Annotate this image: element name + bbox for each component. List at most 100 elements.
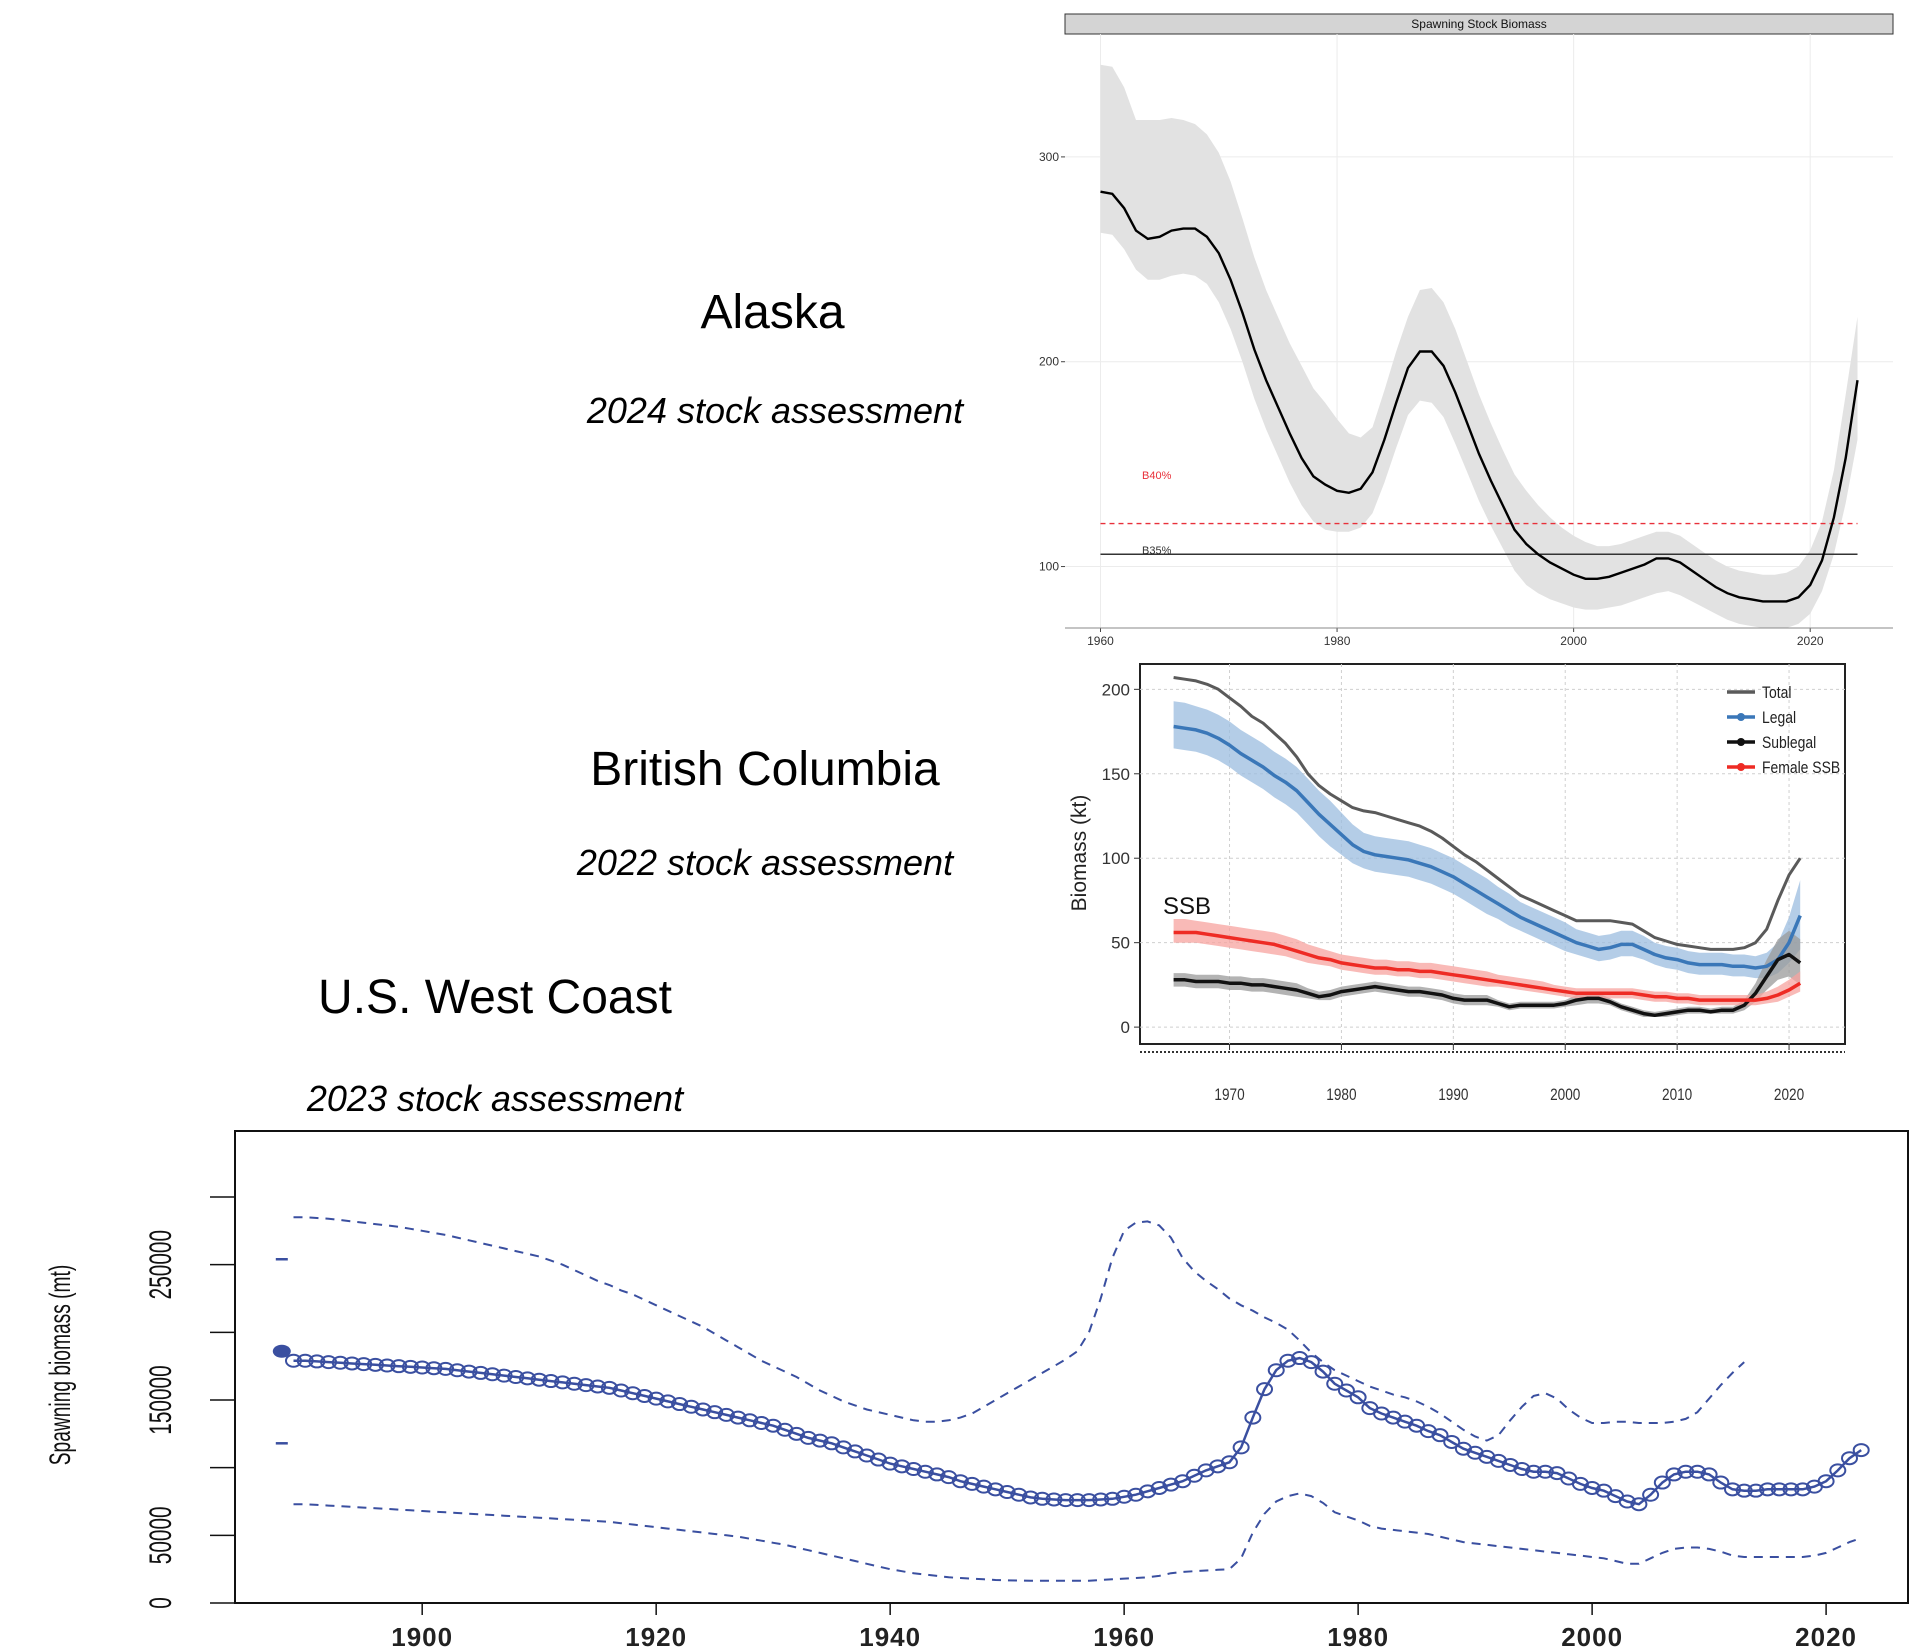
- wc-ssb-point: [1139, 1484, 1157, 1499]
- wc-ssb-point: [1490, 1453, 1508, 1468]
- wc-ssb-point: [986, 1482, 1004, 1497]
- wc-ssb-point: [1571, 1476, 1589, 1491]
- wc-ssb-point: [530, 1372, 548, 1387]
- bc-legend-label: Legal: [1762, 709, 1796, 728]
- wc-ssb-point: [1560, 1471, 1578, 1486]
- wc-ssb-point: [343, 1356, 361, 1371]
- wc-ssb-point: [320, 1355, 338, 1370]
- wc-subtitle: 2023 stock assessment: [306, 1078, 684, 1119]
- wc-ssb-point: [600, 1380, 618, 1395]
- wc-ssb-point: [1127, 1487, 1145, 1502]
- wc-ssb-point: [460, 1364, 478, 1379]
- wc-ssb-point: [624, 1386, 642, 1401]
- wc-ssb-point: [788, 1426, 806, 1441]
- bc-x-tick-label: 1990: [1438, 1086, 1468, 1105]
- bc-y-tick-label: 0: [1121, 1018, 1130, 1037]
- wc-ssb-point: [1454, 1441, 1472, 1456]
- wc-ssb-point: [764, 1418, 782, 1433]
- bc-legend-marker: [1737, 763, 1745, 771]
- wc-ssb-point: [951, 1474, 969, 1489]
- wc-ssb-point: [1197, 1463, 1215, 1478]
- wc-ssb-point: [1747, 1483, 1765, 1498]
- bc-x-tick-label: 2000: [1550, 1086, 1580, 1105]
- wc-ssb-point: [1548, 1466, 1566, 1481]
- wc-ssb-point: [542, 1374, 560, 1389]
- alaska-chart-title: Spawning Stock Biomass: [1411, 17, 1546, 31]
- wc-ssb-point: [1408, 1418, 1426, 1433]
- wc-ssb-point: [507, 1369, 525, 1384]
- wc-ssb-point: [1653, 1475, 1671, 1490]
- wc-ssb-point: [1852, 1443, 1870, 1458]
- wc-ssb-point: [331, 1355, 349, 1370]
- wc-ssb-point: [823, 1436, 841, 1451]
- wc-ssb-point: [1805, 1479, 1823, 1494]
- wc-ssb-point: [1361, 1401, 1379, 1416]
- bc-title: British Columbia: [590, 743, 940, 796]
- alaska-y-tick-label: 300: [1039, 150, 1059, 164]
- wc-ssb-point: [729, 1410, 747, 1425]
- wc-ssb-point: [741, 1413, 759, 1428]
- wc-ssb-point: [893, 1459, 911, 1474]
- wc-ssb-point: [425, 1361, 443, 1376]
- wc-ssb-point: [1080, 1493, 1098, 1508]
- wc-ssb-point: [483, 1367, 501, 1382]
- wc-ssb-point: [1244, 1410, 1262, 1425]
- wc-ssb-point: [1419, 1424, 1437, 1439]
- bc-legend-marker: [1737, 738, 1745, 746]
- wc-ssb-point: [1794, 1482, 1812, 1497]
- wc-ssb-point: [1068, 1493, 1086, 1508]
- wc-ssb-point: [589, 1379, 607, 1394]
- alaska-x-tick-label: 2000: [1560, 634, 1587, 648]
- wc-ssb-point: [355, 1357, 373, 1372]
- wc-ssb-point: [647, 1391, 665, 1406]
- wc-ssb-point: [366, 1357, 384, 1372]
- wc-ssb-point: [577, 1378, 595, 1393]
- wc-ssb-point: [717, 1407, 735, 1422]
- wc-ssb-point: [1595, 1483, 1613, 1498]
- wc-ssb-point: [998, 1485, 1016, 1500]
- wc-ssb-point: [1022, 1490, 1040, 1505]
- alaska-y-tick-label: 200: [1039, 355, 1059, 369]
- wc-ssb-point: [1185, 1468, 1203, 1483]
- wc-ssb-point: [1443, 1434, 1461, 1449]
- wc-ssb-point: [1010, 1487, 1028, 1502]
- wc-ssb-point: [448, 1363, 466, 1378]
- wc-ssb-point: [682, 1399, 700, 1414]
- wc-ssb-point: [869, 1452, 887, 1467]
- wc-ssb-point: [1314, 1364, 1332, 1379]
- wc-ssb-point: [846, 1444, 864, 1459]
- wc-ssb-point: [1384, 1410, 1402, 1425]
- wc-ssb-point: [1209, 1459, 1227, 1474]
- wc-ssb-point: [565, 1376, 583, 1391]
- wc-ssb-point: [975, 1479, 993, 1494]
- wc-ssb-point: [858, 1448, 876, 1463]
- wc-ssb-point: [776, 1422, 794, 1437]
- bc-y-tick-label: 100: [1102, 849, 1130, 868]
- wc-ssb-point: [1115, 1489, 1133, 1504]
- wc-upper-ci-line: [293, 1216, 1745, 1442]
- wc-ssb-point: [1150, 1480, 1168, 1495]
- wc-title: U.S. West Coast: [318, 971, 672, 1024]
- wc-ssb-point: [671, 1397, 689, 1412]
- wc-y-tick-label: 250000: [143, 1230, 178, 1299]
- wc-ssb-point: [635, 1388, 653, 1403]
- wc-ssb-point: [1712, 1475, 1730, 1490]
- wc-ssb-point: [799, 1430, 817, 1445]
- wc-y-tick-label: 50000: [143, 1506, 178, 1564]
- wc-ssb-point: [752, 1416, 770, 1431]
- wc-x-tick-label: 1960: [1093, 1622, 1155, 1652]
- wc-ssb-point: [1501, 1457, 1519, 1472]
- wc-ssb-point: [437, 1361, 455, 1376]
- wc-ssb-point: [811, 1433, 829, 1448]
- wc-ssb-point: [1466, 1445, 1484, 1460]
- wc-ssb-point: [1525, 1464, 1543, 1479]
- bc-legend-label: Total: [1762, 684, 1791, 703]
- alaska-b35-label: B35%: [1142, 545, 1172, 557]
- alaska-confidence-band: [1100, 64, 1858, 628]
- bc-female-ssb-band: [1173, 919, 1801, 1006]
- alaska-y-tick-label: 100: [1039, 560, 1059, 574]
- wc-ssb-point: [1724, 1482, 1742, 1497]
- wc-ssb-point: [928, 1467, 946, 1482]
- wc-x-tick-label: 2000: [1561, 1622, 1623, 1652]
- wc-ssb-point: [1630, 1497, 1648, 1512]
